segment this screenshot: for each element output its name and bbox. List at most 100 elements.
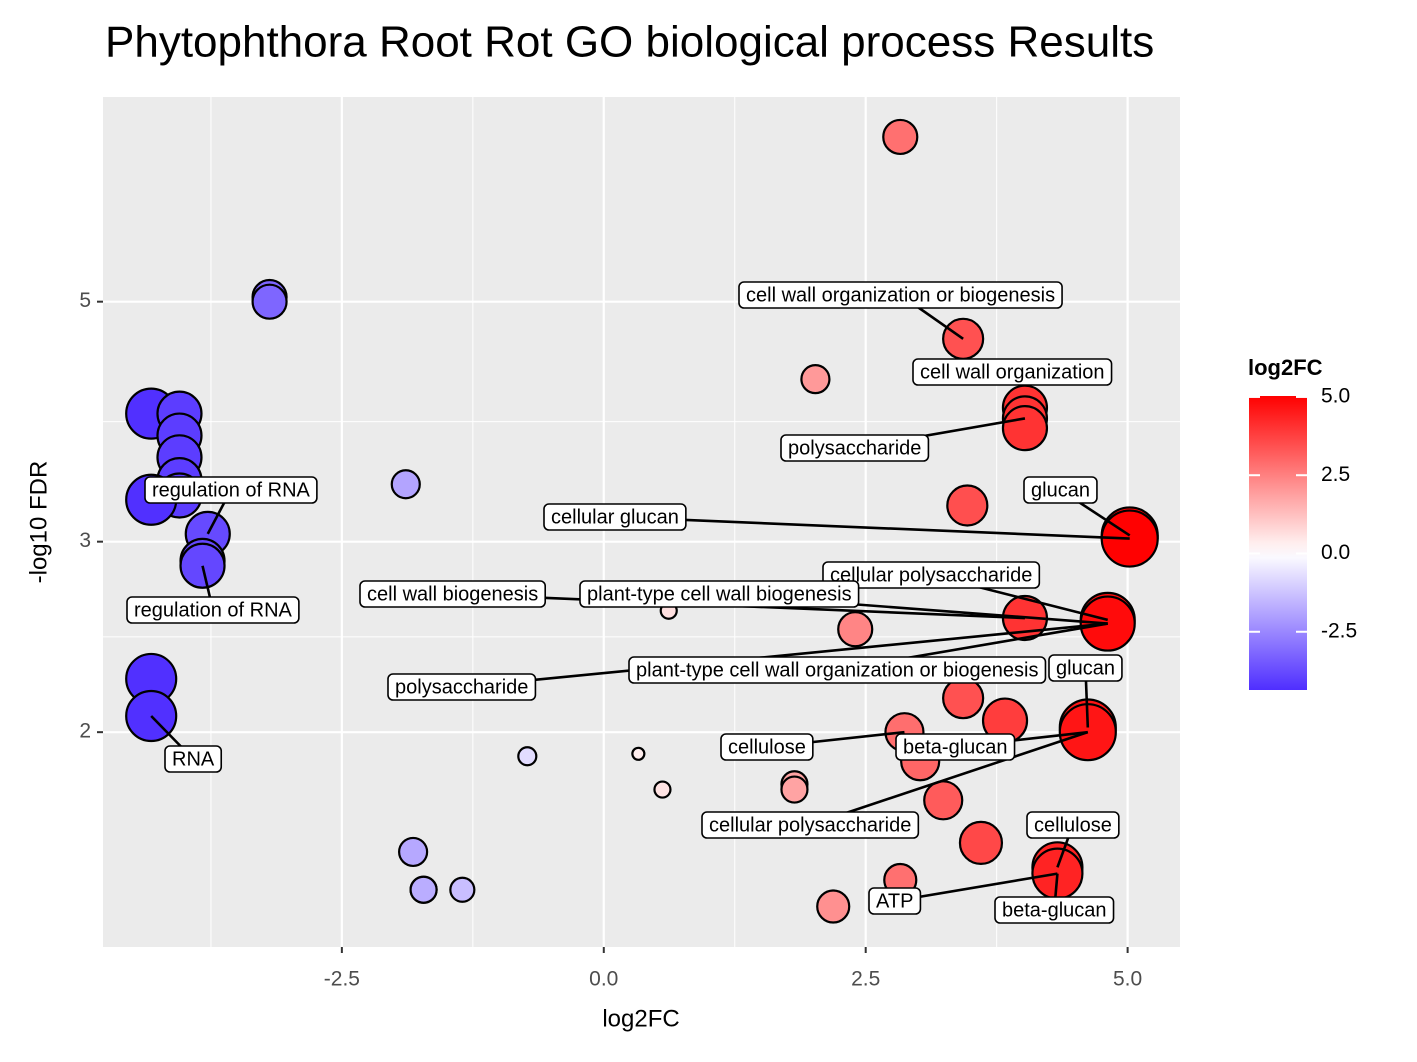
annotation: polysaccharide <box>780 434 930 462</box>
annotation: glucan <box>1023 476 1098 504</box>
label-segment <box>894 872 1058 903</box>
label-box <box>1026 811 1120 839</box>
label-box <box>543 503 687 531</box>
point <box>631 746 646 761</box>
label-segment <box>614 515 1130 540</box>
label-box <box>738 281 1063 309</box>
label-text: regulation of RNA <box>134 599 293 621</box>
chart-title: Phytophthora Root Rot GO biological proc… <box>105 18 1154 67</box>
annotation: plant-type cell wall biogenesis <box>579 580 860 608</box>
label-text: cellular polysaccharide <box>709 814 911 836</box>
label-text: polysaccharide <box>788 437 921 459</box>
legend-tick-label: 2.5 <box>1321 463 1350 486</box>
label-text: cellular glucan <box>551 506 679 528</box>
label-box <box>720 733 814 761</box>
legend-tick-label: -2.5 <box>1321 619 1357 642</box>
label-box <box>579 580 860 608</box>
label-box <box>895 733 1016 761</box>
point <box>816 889 851 924</box>
label-text: cellulose <box>728 736 806 758</box>
label-box <box>912 358 1113 386</box>
label-segment <box>461 622 1108 689</box>
annotation: cell wall organization <box>912 358 1113 386</box>
label-text: cellulose <box>1034 814 1112 836</box>
label-text: cellular polysaccharide <box>830 564 1032 586</box>
annotation: cellular glucan <box>543 503 687 531</box>
point <box>923 780 964 821</box>
x-axis-label: log2FC <box>602 1005 679 1032</box>
annotation: regulation of RNA <box>144 476 318 504</box>
annotation: cellulose <box>720 733 814 761</box>
legend-title: log2FC <box>1248 355 1323 380</box>
annotation: beta-glucan <box>994 896 1115 924</box>
point <box>837 611 874 648</box>
x-tick-label: -2.5 <box>324 968 360 991</box>
x-tick-label: 0.0 <box>589 968 618 991</box>
annotation: glucan <box>1048 654 1123 682</box>
label-box <box>144 476 318 504</box>
legend-tick-label: 0.0 <box>1321 541 1350 564</box>
label-box <box>1048 654 1123 682</box>
x-tick-label: 2.5 <box>851 968 880 991</box>
label-box <box>126 596 300 624</box>
label-box <box>359 580 547 608</box>
annotation: cellular polysaccharide <box>822 561 1041 589</box>
label-box <box>164 745 223 773</box>
label-text: glucan <box>1031 479 1090 501</box>
y-axis-label: -log10 FDR <box>25 461 52 584</box>
point <box>1001 405 1049 452</box>
point <box>942 677 985 720</box>
label-text: polysaccharide <box>395 676 528 698</box>
label-text: beta-glucan <box>1002 899 1107 921</box>
point <box>517 746 538 767</box>
label-text: plant-type cell wall organization or bio… <box>636 659 1038 681</box>
point <box>780 775 809 804</box>
label-text: plant-type cell wall biogenesis <box>587 583 852 605</box>
label-text: RNA <box>172 748 215 770</box>
point <box>958 820 1004 866</box>
label-text: regulation of RNA <box>152 479 311 501</box>
annotation: cellulose <box>1026 811 1120 839</box>
point <box>398 836 429 868</box>
x-tick-label: 5.0 <box>1113 968 1142 991</box>
point <box>800 364 831 395</box>
point <box>653 780 672 799</box>
annotation: ATP <box>868 887 922 915</box>
annotation: regulation of RNA <box>126 596 300 624</box>
annotation: polysaccharide <box>387 673 537 701</box>
annotation: beta-glucan <box>895 733 1016 761</box>
point <box>946 484 989 527</box>
label-box <box>701 811 920 839</box>
y-tick-label: 3 <box>79 529 91 552</box>
point <box>449 876 476 903</box>
annotation: cell wall biogenesis <box>359 580 547 608</box>
label-box <box>822 561 1041 589</box>
label-text: glucan <box>1056 657 1115 679</box>
y-tick-label: 5 <box>79 289 91 312</box>
point <box>882 118 919 156</box>
label-text: cell wall biogenesis <box>367 583 538 605</box>
legend-tick-label: 5.0 <box>1321 384 1350 407</box>
point <box>251 283 288 320</box>
label-box <box>994 896 1115 924</box>
label-box <box>1023 476 1098 504</box>
label-text: beta-glucan <box>903 736 1008 758</box>
label-box <box>868 887 922 915</box>
color-bar <box>1249 396 1307 690</box>
label-box <box>628 656 1047 684</box>
annotation: cellular polysaccharide <box>701 811 920 839</box>
label-text: ATP <box>876 890 913 912</box>
label-text: cell wall organization <box>920 361 1105 383</box>
point <box>409 875 438 904</box>
annotation: cell wall organization or biogenesis <box>738 281 1063 309</box>
label-box <box>780 434 930 462</box>
annotation: plant-type cell wall organization or bio… <box>628 656 1047 684</box>
label-segment <box>809 730 1089 827</box>
label-box <box>387 673 537 701</box>
label-text: cell wall organization or biogenesis <box>746 284 1055 306</box>
labels: cell wall organization or biogenesis cell… <box>126 281 1123 924</box>
annotation: RNA <box>164 745 223 773</box>
y-tick-label: 2 <box>79 720 91 743</box>
point <box>390 469 421 500</box>
